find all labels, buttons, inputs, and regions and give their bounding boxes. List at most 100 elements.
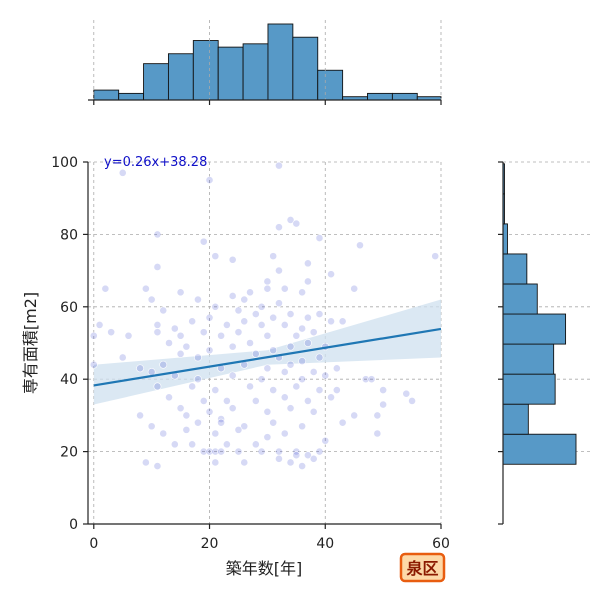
data-point <box>188 382 197 391</box>
data-point <box>315 310 324 318</box>
data-point <box>170 324 179 333</box>
equation-label: y=0.26x+38.28 <box>104 155 207 170</box>
data-point <box>234 306 243 315</box>
data-point <box>182 411 191 420</box>
data-point <box>269 418 278 427</box>
data-point <box>141 284 150 293</box>
data-point <box>153 230 162 239</box>
x-axis-label: 築年数[年] <box>226 559 303 578</box>
data-point <box>292 219 301 228</box>
data-point <box>251 349 260 358</box>
data-point <box>217 447 225 456</box>
data-point <box>292 382 301 391</box>
right-histogram-bar <box>502 253 528 285</box>
data-point <box>159 429 168 438</box>
data-point <box>211 302 220 311</box>
data-point <box>309 454 318 463</box>
top-histogram-bar <box>267 23 294 101</box>
data-point <box>153 263 162 271</box>
data-point <box>338 317 347 326</box>
data-point <box>251 397 260 405</box>
data-point <box>199 237 208 246</box>
top-histogram-bar <box>93 89 120 101</box>
data-point <box>321 436 330 445</box>
data-point <box>257 375 266 384</box>
top-histogram-bar <box>391 92 418 101</box>
data-point <box>292 331 301 340</box>
data-point <box>280 368 289 376</box>
data-point <box>379 386 388 394</box>
top-histogram-bar <box>143 63 169 101</box>
data-point <box>361 375 370 384</box>
data-point <box>263 433 272 442</box>
data-point <box>356 241 364 250</box>
data-point <box>315 386 324 394</box>
data-point <box>234 447 243 456</box>
data-point <box>298 357 307 365</box>
y-axis-label: 専有面積[m2] <box>21 292 40 394</box>
data-point <box>286 404 295 413</box>
data-point <box>240 422 249 431</box>
data-point <box>309 407 318 416</box>
data-point <box>263 277 272 286</box>
right-histogram-bar <box>502 283 538 315</box>
data-point <box>257 302 266 311</box>
data-point <box>304 339 312 347</box>
top-histogram-bar <box>292 36 319 101</box>
data-point <box>298 462 307 470</box>
data-point <box>228 371 237 380</box>
data-point <box>304 259 312 268</box>
data-point <box>153 462 162 470</box>
data-point <box>280 320 289 329</box>
district-badge: 泉区 <box>399 552 446 583</box>
data-point <box>228 255 237 264</box>
data-point <box>211 252 220 261</box>
data-point <box>298 324 307 333</box>
data-point <box>176 349 185 358</box>
data-point <box>286 216 295 224</box>
data-point <box>211 429 220 438</box>
data-point <box>298 375 307 384</box>
top-histogram-bar <box>192 40 219 101</box>
data-point <box>269 386 278 394</box>
data-point <box>304 397 312 405</box>
y-tick-label: 60 <box>60 300 78 316</box>
data-point <box>182 342 191 351</box>
data-point <box>188 440 197 449</box>
data-point <box>327 317 335 326</box>
data-point <box>240 295 249 304</box>
data-point <box>292 451 301 460</box>
x-tick-label: 40 <box>316 536 334 552</box>
data-point <box>251 440 260 449</box>
confidence-band <box>93 299 441 405</box>
data-point <box>269 346 278 355</box>
data-point <box>304 277 312 286</box>
data-point <box>228 342 237 351</box>
data-point <box>350 411 359 420</box>
data-point <box>257 320 266 329</box>
data-point <box>153 328 162 337</box>
data-point <box>199 447 208 456</box>
top-histogram-bar <box>217 46 244 101</box>
right-histogram-bar <box>502 223 508 255</box>
data-point <box>246 382 254 391</box>
data-point <box>309 368 318 376</box>
data-point <box>217 331 225 340</box>
confidence-band-group <box>93 299 441 405</box>
top-histogram-bar <box>167 53 194 101</box>
data-point <box>263 407 272 416</box>
data-point <box>222 397 231 405</box>
data-point <box>107 328 116 337</box>
district-badge-text: 泉区 <box>406 559 438 578</box>
data-point <box>170 440 179 449</box>
data-point <box>165 339 173 347</box>
data-point <box>136 364 144 373</box>
data-point <box>275 266 283 275</box>
data-point <box>199 328 208 337</box>
data-point <box>95 320 104 329</box>
tick-labels: 0 20 40 60 0 20 40 60 80 100 <box>51 155 450 552</box>
data-point <box>275 223 283 232</box>
right-histogram-bar <box>502 403 529 435</box>
data-point <box>298 288 307 297</box>
